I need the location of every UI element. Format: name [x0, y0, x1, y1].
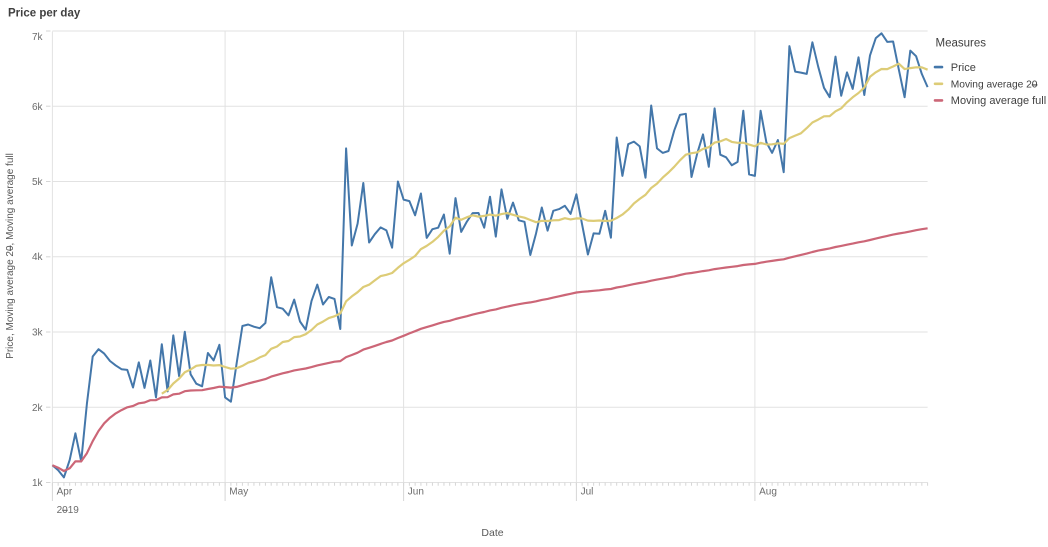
svg-text:Jul: Jul: [581, 487, 594, 498]
svg-text:7k: 7k: [32, 32, 44, 43]
svg-text:5k: 5k: [32, 177, 44, 188]
svg-text:3k: 3k: [32, 328, 44, 339]
svg-text:2k: 2k: [32, 403, 44, 414]
svg-text:Aug: Aug: [759, 487, 777, 498]
svg-text:4k: 4k: [32, 252, 44, 263]
svg-text:Apr: Apr: [57, 487, 73, 498]
svg-text:Jun: Jun: [408, 487, 424, 498]
svg-text:Price: Price: [951, 62, 976, 74]
svg-text:Measures: Measures: [936, 38, 987, 50]
svg-text:Date: Date: [481, 527, 503, 539]
svg-text:2019: 2019: [57, 505, 80, 516]
svg-text:Price per day: Price per day: [8, 8, 81, 20]
svg-text:6k: 6k: [32, 102, 44, 113]
svg-text:Moving average 20: Moving average 20: [951, 80, 1038, 91]
svg-text:1k: 1k: [32, 478, 44, 489]
svg-text:Price, Moving average 20, Movi: Price, Moving average 20, Moving average…: [5, 153, 16, 359]
svg-text:May: May: [229, 487, 248, 498]
svg-text:Moving average full: Moving average full: [951, 95, 1046, 107]
